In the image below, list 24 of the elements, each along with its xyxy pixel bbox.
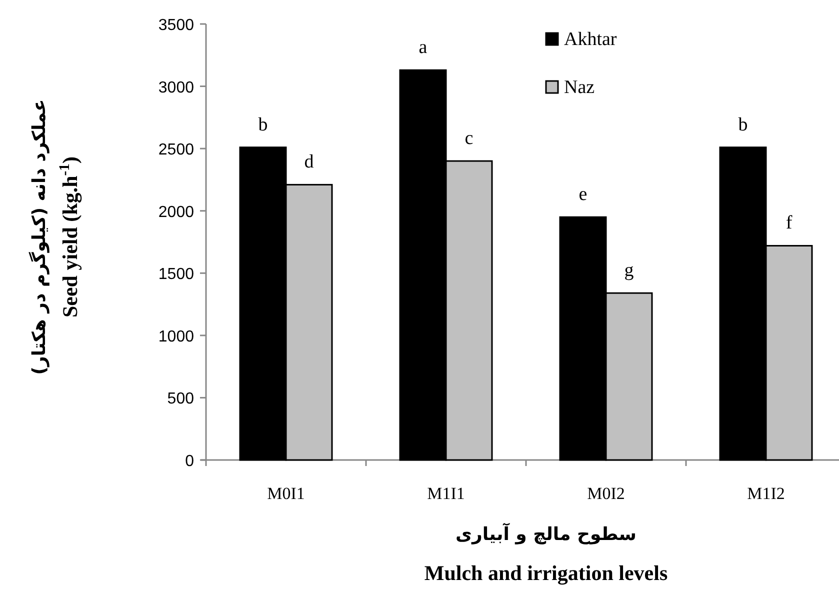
data-label: g	[624, 260, 634, 282]
x-tick-label: M0I1	[267, 484, 305, 503]
y-tick-label: 2500	[158, 142, 194, 159]
y-tick-label: 3000	[158, 79, 194, 96]
legend-label: Naz	[564, 77, 595, 98]
legend-item: Naz	[545, 77, 595, 98]
x-tick-label: M1I1	[427, 484, 465, 503]
legend-label: Akhtar	[564, 29, 618, 50]
data-label: b	[258, 114, 268, 136]
data-label: e	[578, 184, 588, 206]
data-label: c	[464, 128, 474, 150]
data-label: b	[738, 114, 748, 136]
y-tick-label: 1000	[158, 328, 194, 346]
data-label: d	[304, 152, 314, 173]
y-tick-label: 2000	[158, 204, 194, 221]
data-label: a	[418, 37, 428, 58]
data-label: f	[786, 212, 793, 234]
y-tick-label: 1500	[158, 266, 194, 284]
x-tick-label: M1I2	[747, 484, 785, 503]
y-tick-label: 0	[185, 453, 194, 470]
legend-item: Akhtar	[545, 29, 617, 50]
x-tick-label: M0I2	[587, 484, 625, 503]
y-tick-label: 500	[167, 390, 194, 408]
y-tick-label: 3500	[158, 17, 194, 34]
